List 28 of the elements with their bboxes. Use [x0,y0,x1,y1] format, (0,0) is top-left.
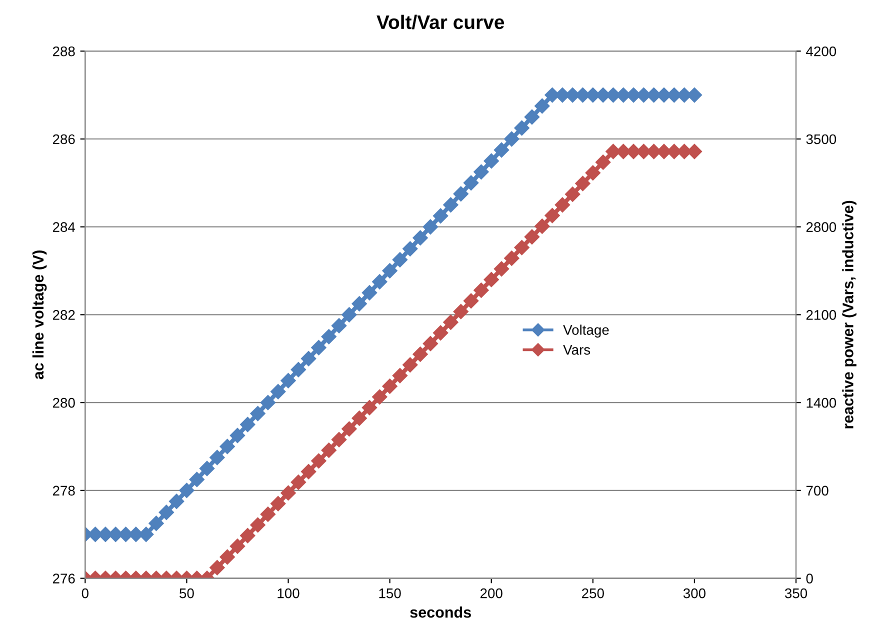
y-tick-label: 280 [52,398,75,408]
y-axis-title: ac line voltage (V) [32,250,47,380]
x-tick-label: 50 [180,588,194,598]
y-tick-label: 278 [52,486,75,496]
y2-tick-label: 1400 [806,398,836,408]
x-tick-label: 100 [278,588,300,598]
y-tick-label: 276 [52,574,75,584]
y2-tick-label: 4200 [806,46,836,56]
x-axis-title: seconds [410,606,471,618]
x-tick-label: 300 [683,588,706,598]
x-tick-label: 0 [82,588,88,598]
x-tick-label: 150 [379,588,401,598]
chart-title: Volt/Var curve [376,14,504,30]
y-tick-label: 284 [52,222,76,232]
y2-tick-label: 2100 [806,310,836,320]
y2-tick-label: 2800 [806,222,836,232]
y-tick-label: 286 [52,134,75,144]
y-tick-label: 282 [52,310,75,320]
y2-axis-title: reactive power (Vars, inductive) [842,200,856,428]
x-tick-label: 200 [480,588,502,598]
y2-tick-label: 700 [806,486,828,496]
x-tick-label: 250 [582,588,604,598]
y2-tick-label: 0 [806,574,813,584]
x-tick-label: 350 [784,588,808,598]
y-tick-label: 288 [52,46,75,56]
legend-label: Voltage [563,324,609,338]
y2-tick-label: 3500 [806,134,836,144]
legend-label: Vars [563,345,590,355]
